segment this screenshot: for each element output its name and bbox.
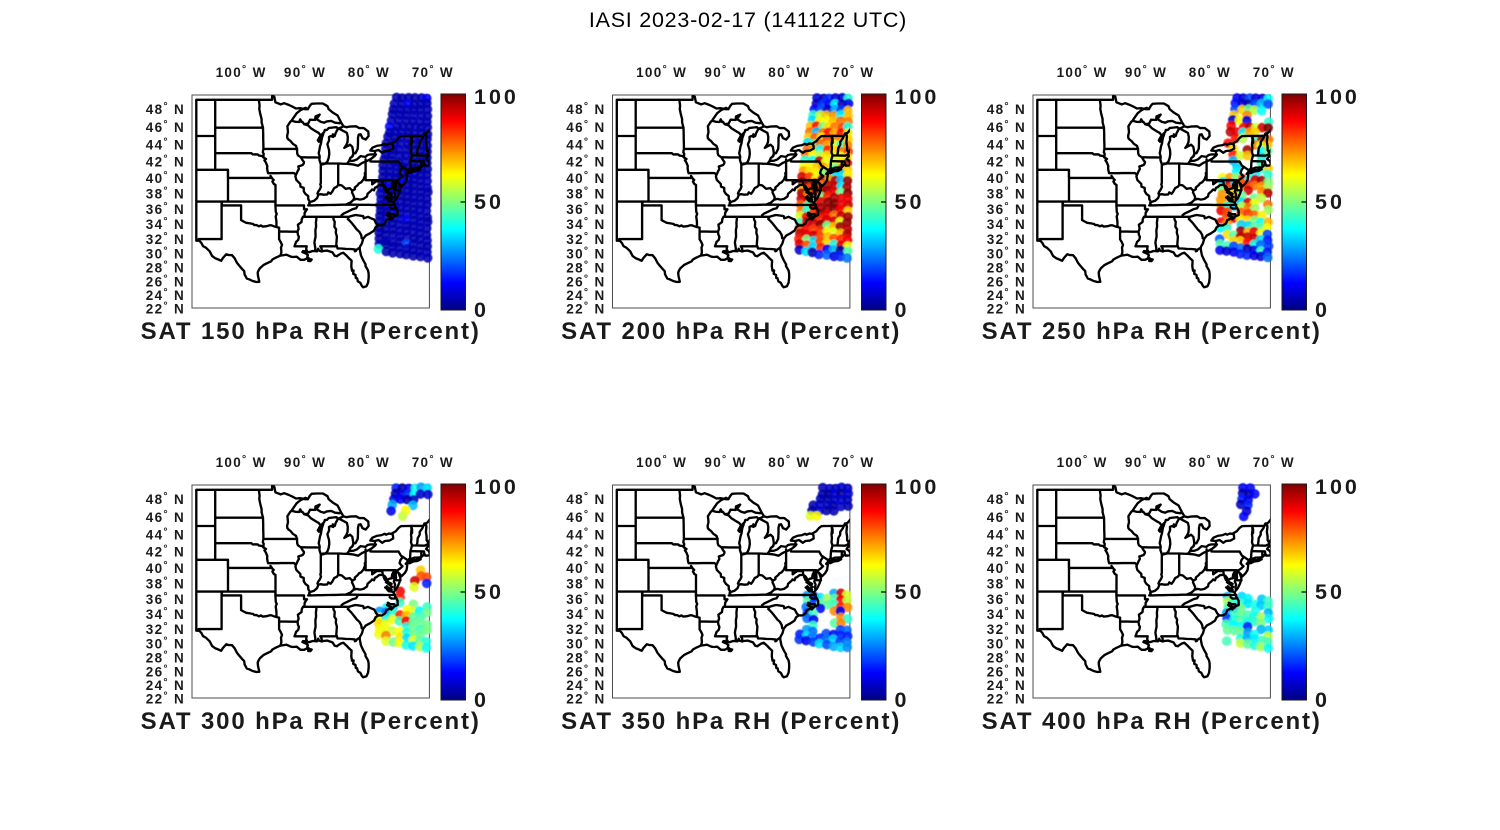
- svg-text:SAT 150 hPa RH (Percent): SAT 150 hPa RH (Percent): [141, 318, 481, 345]
- svg-text:SAT 400 hPa RH (Percent): SAT 400 hPa RH (Percent): [982, 708, 1322, 735]
- svg-text:SAT 300 hPa RH (Percent): SAT 300 hPa RH (Percent): [141, 708, 481, 735]
- svg-text:SAT 200 hPa RH (Percent): SAT 200 hPa RH (Percent): [561, 318, 901, 345]
- svg-text:SAT 250 hPa RH (Percent): SAT 250 hPa RH (Percent): [982, 318, 1322, 345]
- svg-text:IASI 2023-02-17 (141122 UTC): IASI 2023-02-17 (141122 UTC): [589, 8, 907, 32]
- svg-text:SAT 350 hPa RH (Percent): SAT 350 hPa RH (Percent): [561, 708, 901, 735]
